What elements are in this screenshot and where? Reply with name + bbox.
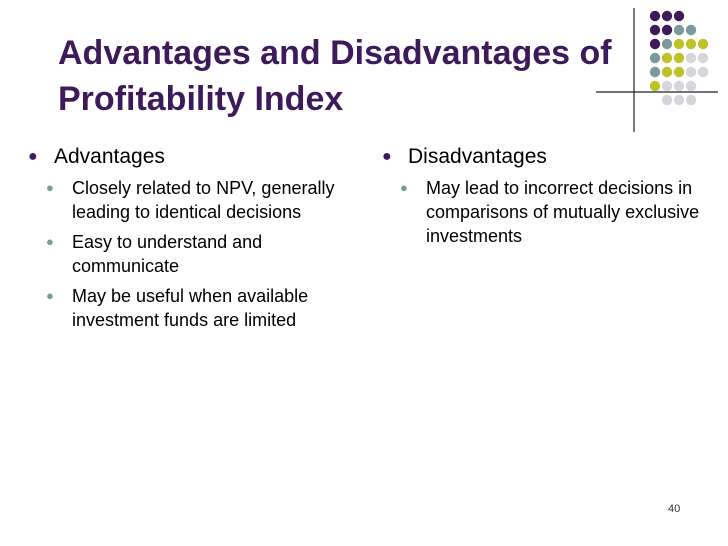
list-item: May lead to incorrect decisions in compa…	[400, 176, 702, 248]
slide-title: Advantages and Disadvantages of Profitab…	[58, 30, 708, 122]
list-item: Easy to understand and communicate	[46, 230, 348, 278]
decorative-dot-grid	[596, 8, 718, 132]
disadvantages-column: Disadvantages May lead to incorrect deci…	[382, 142, 702, 254]
slide-title-line1: Advantages and Disadvantages of	[58, 34, 612, 72]
list-item: May be useful when available investment …	[46, 284, 348, 332]
advantages-list: Closely related to NPV, generally leadin…	[28, 176, 348, 332]
disadvantages-heading: Disadvantages	[382, 142, 702, 172]
list-item: Closely related to NPV, generally leadin…	[46, 176, 348, 224]
advantages-column: Advantages Closely related to NPV, gener…	[28, 142, 348, 338]
advantages-heading: Advantages	[28, 142, 348, 172]
slide-title-line2: Profitability Index	[58, 80, 344, 118]
page-number: 40	[668, 503, 681, 515]
disadvantages-list: May lead to incorrect decisions in compa…	[382, 176, 702, 248]
